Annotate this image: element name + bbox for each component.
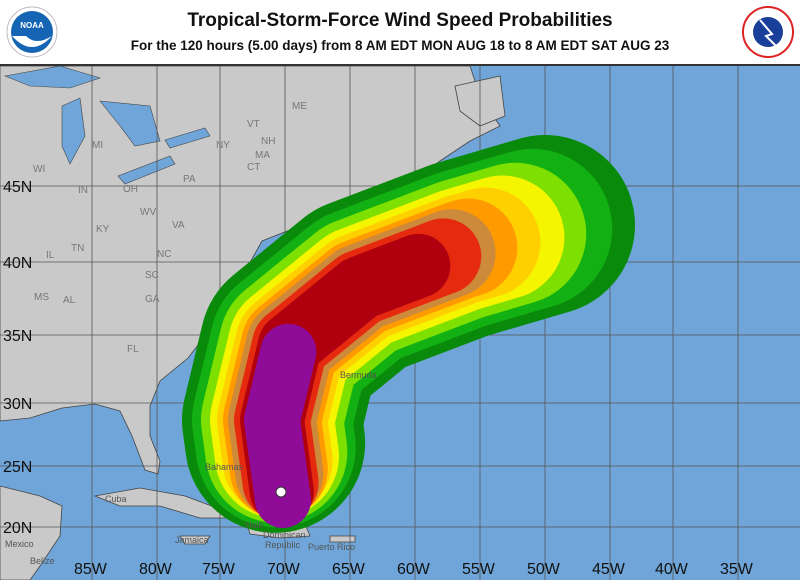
lon-label: 50W xyxy=(527,561,561,578)
lat-label: 20N xyxy=(3,520,32,537)
header: NOAA Tropical-Storm-Force Wind Speed Pro… xyxy=(0,0,800,66)
jamaica xyxy=(179,535,211,545)
page-subtitle: For the 120 hours (5.00 days) from 8 AM … xyxy=(130,38,670,53)
lat-label: 25N xyxy=(3,459,32,476)
state-label: FL xyxy=(127,344,139,355)
probability-band xyxy=(244,197,573,528)
state-label: GA xyxy=(145,294,160,305)
state-label: WI xyxy=(33,164,45,175)
place-label: Belize xyxy=(30,556,55,566)
great-lakes xyxy=(3,66,211,185)
place-label: Republic xyxy=(265,540,301,550)
state-label: VT xyxy=(247,119,260,130)
storm-center-marker xyxy=(275,486,287,498)
state-label: TN xyxy=(71,243,84,254)
place-label: Mexico xyxy=(5,539,34,549)
state-label: PA xyxy=(183,174,196,185)
lon-label: 80W xyxy=(139,561,173,578)
lon-label: 55W xyxy=(462,561,496,578)
noaa-logo: NOAA xyxy=(6,6,58,58)
lat-label: 30N xyxy=(3,396,32,413)
probability-map: 85W 80W 75W 70W 65W 60W 55W 50W 45W 40W 35W 45N 40N 3… xyxy=(0,66,800,580)
lon-label: 60W xyxy=(397,561,431,578)
state-label: NY xyxy=(216,140,230,151)
state-label: NH xyxy=(261,136,275,147)
state-label: MS xyxy=(34,292,49,303)
place-label: Jamaica xyxy=(175,535,209,545)
state-label: NC xyxy=(157,249,171,260)
mexico xyxy=(0,485,63,580)
place-label: Dominican xyxy=(263,530,306,540)
place-label: Bermuda xyxy=(340,370,377,380)
state-label: AL xyxy=(63,295,76,306)
lat-label: 35N xyxy=(3,328,32,345)
lon-label: 40W xyxy=(655,561,689,578)
state-label: KY xyxy=(96,224,110,235)
state-label: IL xyxy=(46,250,55,261)
lon-label: 45W xyxy=(592,561,626,578)
probability-swath xyxy=(182,135,635,580)
lon-label: 65W xyxy=(332,561,366,578)
lon-label: 70W xyxy=(267,561,301,578)
nws-logo xyxy=(742,6,794,58)
lon-label: 75W xyxy=(202,561,236,578)
grid xyxy=(0,66,800,580)
state-label: VA xyxy=(172,220,185,231)
place-label: Haiti xyxy=(245,520,263,530)
state-label: ME xyxy=(292,101,307,112)
state-label: OH xyxy=(123,184,138,195)
lat-label: 40N xyxy=(3,255,32,272)
state-label: MA xyxy=(255,150,270,161)
state-label: IN xyxy=(78,185,88,196)
lon-label: 85W xyxy=(74,561,108,578)
puerto-rico xyxy=(329,535,356,543)
lon-label: 35W xyxy=(720,561,754,578)
state-label: SC xyxy=(145,270,159,281)
state-label: WV xyxy=(140,207,156,218)
svg-text:NOAA: NOAA xyxy=(20,21,44,30)
state-label: CT xyxy=(247,162,260,173)
place-label: Bahamas xyxy=(205,462,244,472)
lat-label: 45N xyxy=(3,179,32,196)
state-label: MI xyxy=(92,140,103,151)
page-title: Tropical-Storm-Force Wind Speed Probabil… xyxy=(187,10,613,31)
place-label: Cuba xyxy=(105,494,127,504)
place-label: Puerto Rico xyxy=(308,542,355,552)
